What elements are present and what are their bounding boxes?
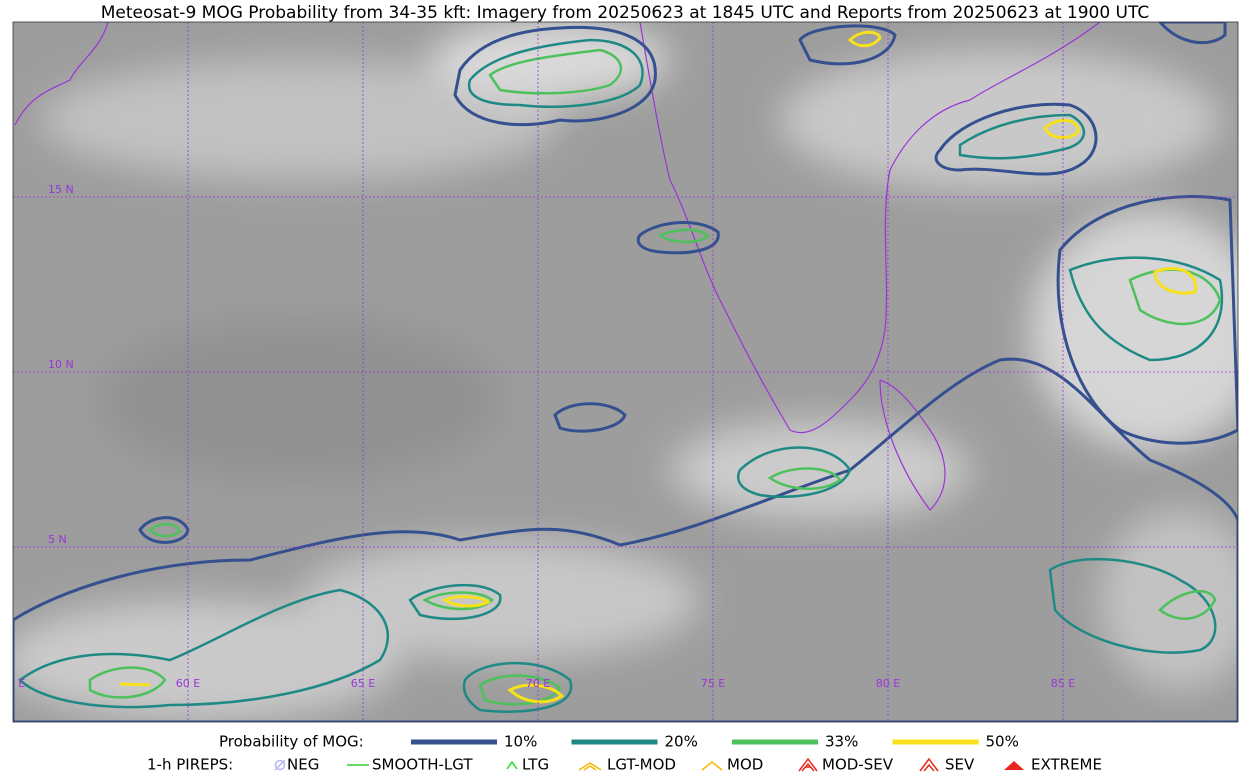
legend-label: MOD-SEV	[822, 756, 894, 774]
map-title: Meteosat-9 MOG Probability from 34-35 kf…	[101, 3, 1150, 23]
pirep-icon	[274, 759, 286, 771]
pirep-icon	[506, 760, 518, 770]
legend-label: EXTREME	[1031, 756, 1102, 774]
legend-heading: Probability of MOG:	[219, 733, 364, 751]
longitude-label: 65 E	[351, 677, 375, 690]
pirep-icon	[274, 759, 286, 771]
longitude-label: 55 E	[1, 677, 25, 690]
graticule	[13, 22, 1238, 722]
pirep-icon	[798, 757, 818, 772]
pirep-icon	[701, 761, 723, 771]
latitude-label: 5 N	[48, 533, 67, 546]
legend-heading: 1-h PIREPS:	[147, 756, 233, 774]
longitude-label: 85 E	[1051, 677, 1075, 690]
legend-label: 20%	[665, 733, 698, 751]
legend-label: 33%	[825, 733, 858, 751]
legend-label: NEG	[287, 756, 319, 774]
longitude-label: 70 E	[526, 677, 550, 690]
contours	[13, 22, 1238, 722]
longitude-label: 75 E	[701, 677, 725, 690]
pirep-icon	[1004, 761, 1024, 770]
legend-label: SEV	[945, 756, 975, 774]
legend-label: LTG	[522, 756, 549, 774]
longitude-label: 60 E	[176, 677, 200, 690]
legend: Probability of MOG: 10% 20% 33% 50% 1-h PIREP…	[147, 733, 1102, 774]
graticule-labels: 15 N 10 N 5 N 55 E 60 E 65 E 70 E 75 E 80 E 85 E	[1, 183, 1075, 690]
pirep-icon	[578, 762, 602, 771]
satellite-imagery: 15 N 10 N 5 N 55 E 60 E 65 E 70 E 75 E 80 E 85 E	[1, 22, 1238, 722]
latitude-label: 15 N	[48, 183, 74, 196]
longitude-label: 80 E	[876, 677, 900, 690]
legend-label: MOD	[727, 756, 763, 774]
latitude-label: 10 N	[48, 358, 74, 371]
legend-label: 50%	[986, 733, 1019, 751]
pirep-icon	[919, 757, 939, 772]
map-frame	[12, 21, 1239, 723]
legend-label: LGT-MOD	[607, 756, 676, 774]
legend-label: SMOOTH-LGT	[372, 756, 473, 774]
legend-label: 10%	[504, 733, 537, 751]
